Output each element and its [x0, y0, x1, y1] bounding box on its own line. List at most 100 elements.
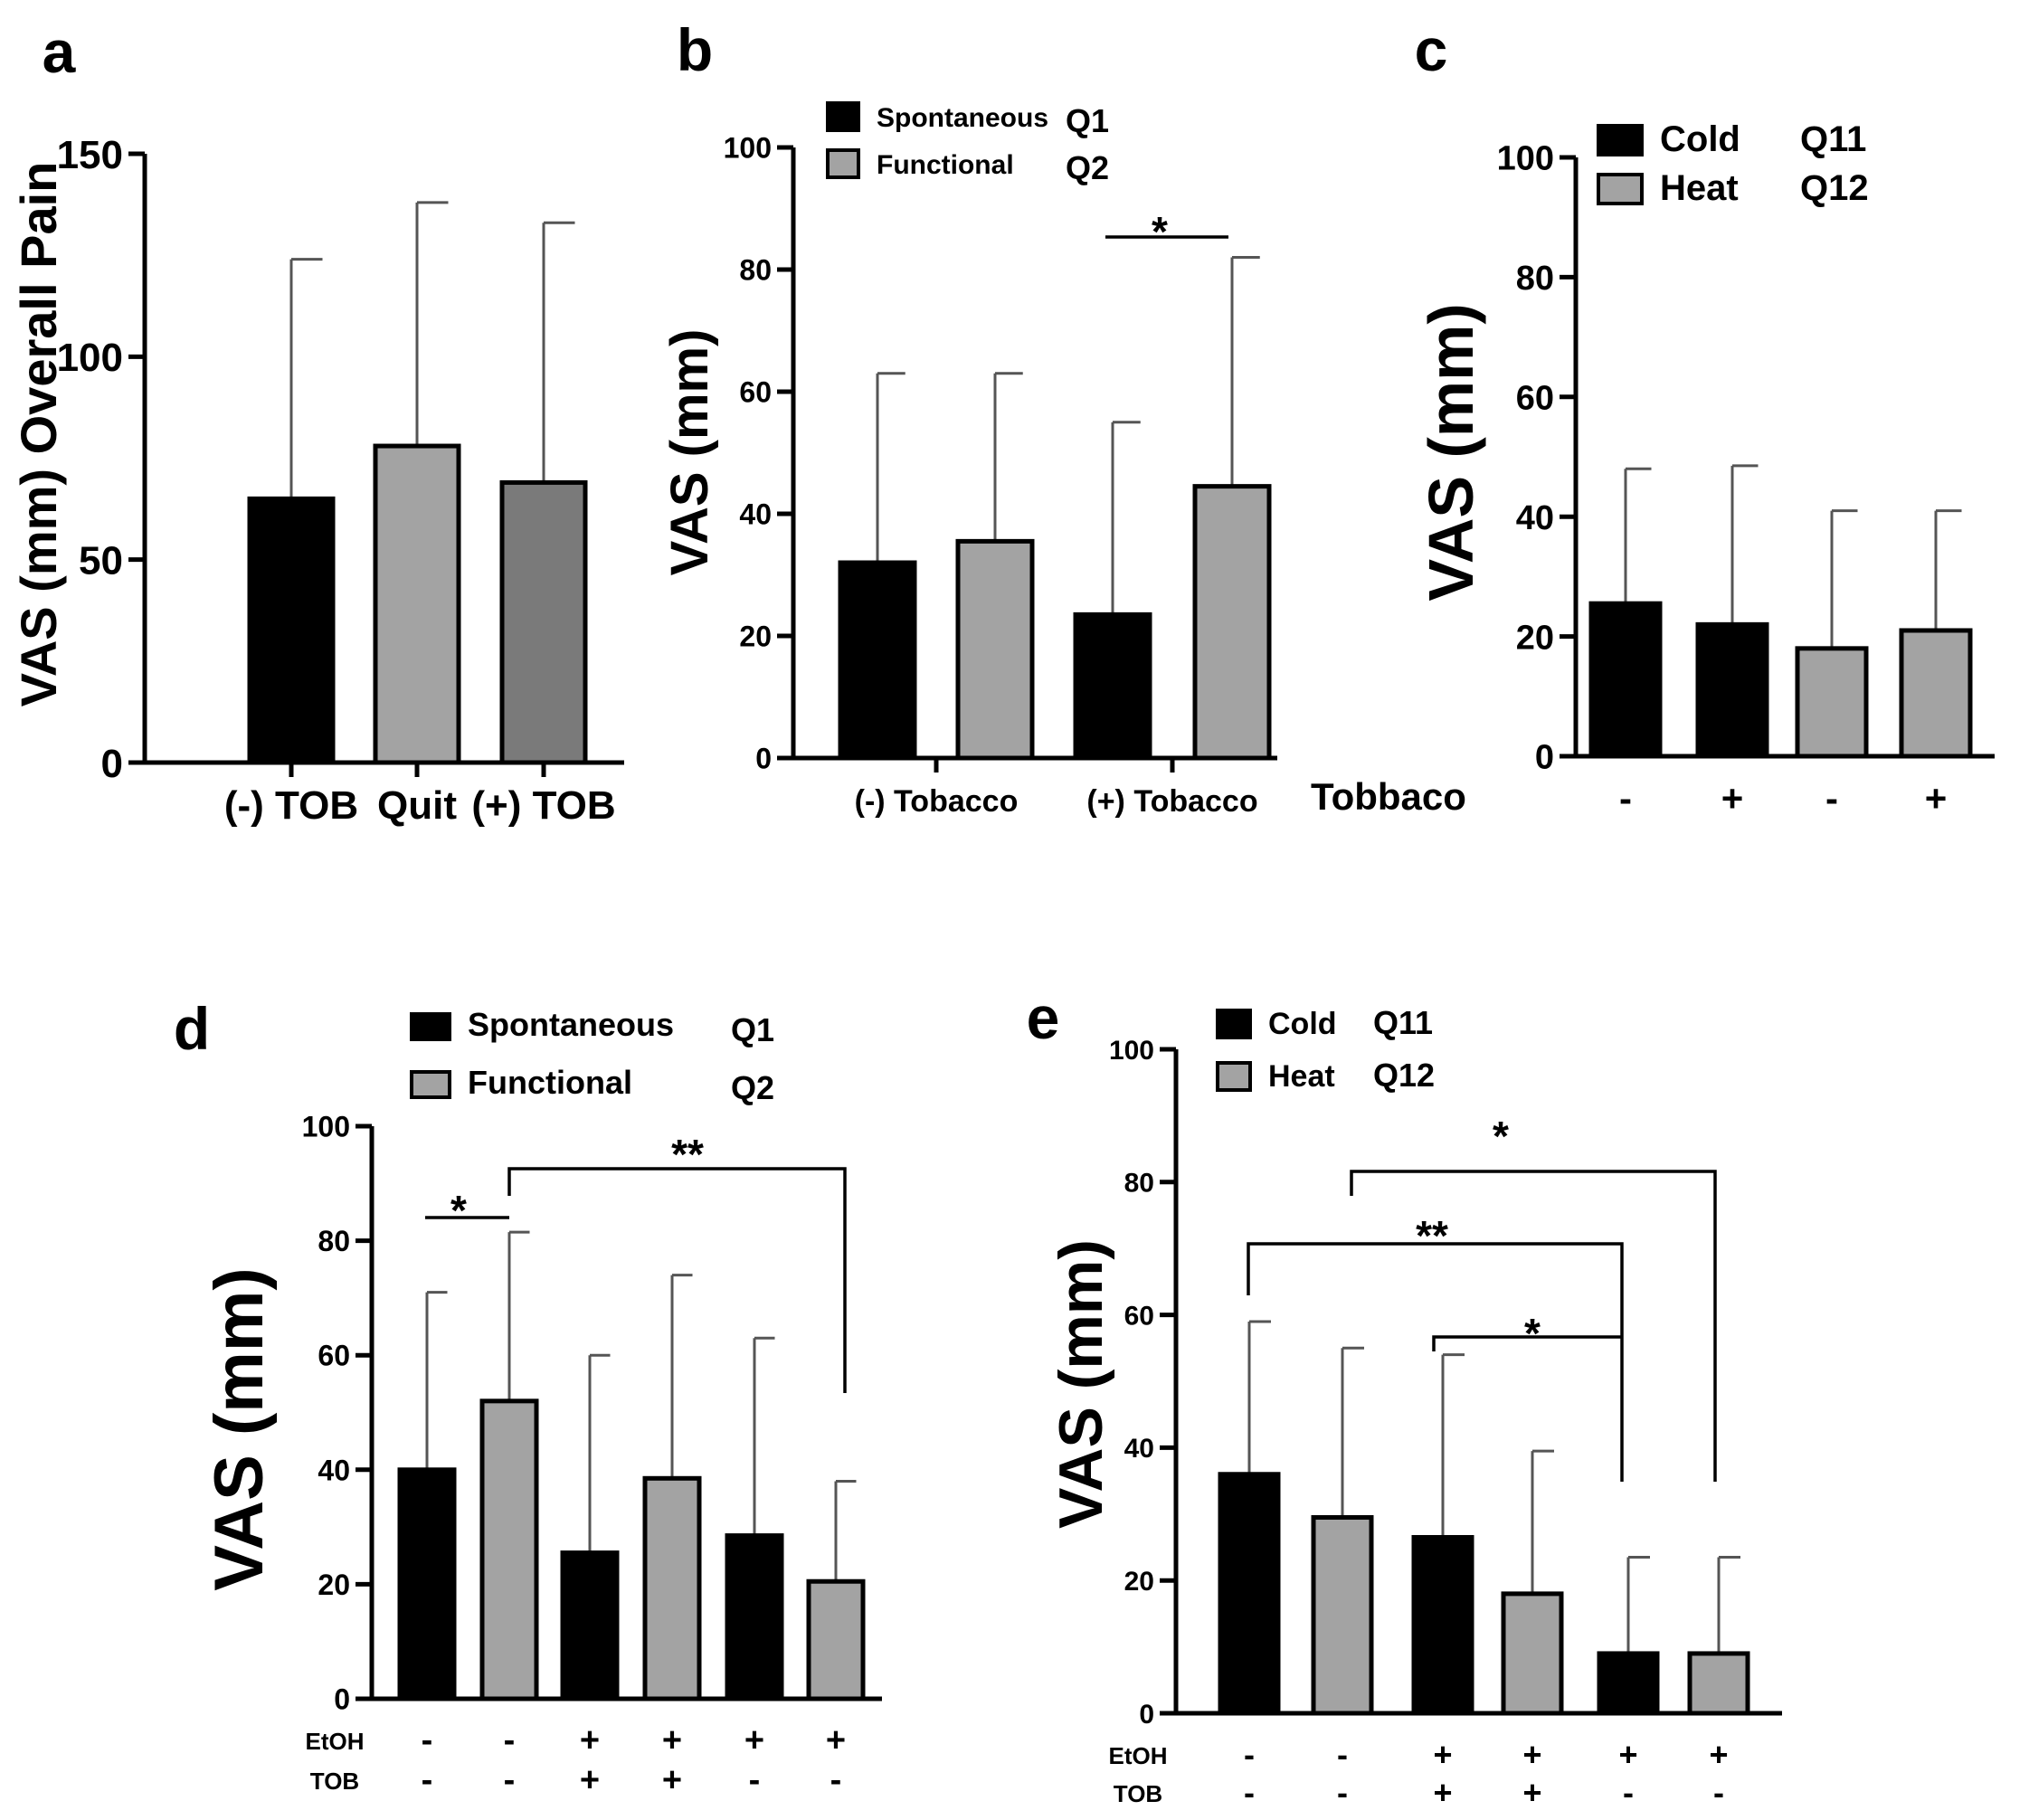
panel-label-c: c [1415, 16, 1448, 83]
y-tick-label-c: 20 [1516, 619, 1554, 657]
row-value-e: + [1522, 1736, 1541, 1773]
bar-a-2 [373, 443, 461, 765]
panel-label-b: b [677, 16, 713, 83]
row-label-c: Tobbaco [1311, 775, 1466, 818]
legend-label-b: Spontaneous [877, 103, 1048, 133]
significance-star-d: * [450, 1187, 467, 1234]
y-tick-label-d: 100 [302, 1111, 350, 1143]
row-label-d: TOB [310, 1768, 359, 1795]
y-axis-title-d: VAS (mm) [201, 1267, 278, 1591]
panel-c: c VAS (mm) 0 20 40 60 80 100 Tobbaco - + - + Cold Q11 H… [1311, 16, 1995, 820]
legend-swatch-d [410, 1070, 451, 1099]
category-label-a: (+) TOB [471, 783, 615, 828]
legend-q-e: Q11 [1373, 1004, 1433, 1041]
row-value-e: + [1433, 1774, 1452, 1811]
y-tick-label-b: 60 [739, 376, 772, 409]
bar-a-1 [247, 496, 336, 765]
legend-swatch-b [826, 101, 860, 132]
row-value-d: + [826, 1721, 846, 1759]
row-value-e: - [1244, 1774, 1255, 1811]
bar-e-6 [1687, 1651, 1750, 1716]
panel-b: b VAS (mm) 0 20 40 60 80 100 (-) Tobacco (+) Toba… [660, 16, 1277, 819]
y-axis-title-c: VAS (mm) [1416, 303, 1486, 601]
legend-label-e: Cold [1268, 1007, 1337, 1041]
y-tick-label-e: 40 [1124, 1434, 1154, 1464]
panel-a: a VAS (mm) Overall Pain 0 50 100 150 (-) TOB Qu… [10, 18, 624, 828]
y-tick-label-e: 80 [1124, 1169, 1154, 1199]
row-value-e: + [1522, 1774, 1541, 1811]
significance-bracket-e [1247, 1242, 1624, 1482]
row-value-c: + [1925, 777, 1948, 820]
y-tick-label-c: 100 [1497, 140, 1554, 178]
y-tick-label-e: 0 [1139, 1700, 1154, 1730]
legend-q-b: Q2 [1066, 149, 1109, 186]
y-tick-label-b: 20 [739, 621, 772, 653]
row-value-e: - [1713, 1774, 1724, 1811]
row-label-e: EtOH [1109, 1742, 1168, 1769]
y-tick-label-c: 0 [1535, 739, 1554, 777]
bar-d-3 [560, 1550, 620, 1702]
legend-q-c: Q12 [1800, 168, 1869, 208]
bar-c-2 [1695, 621, 1769, 759]
bar-e-4 [1501, 1591, 1564, 1716]
y-axis-title-a: VAS (mm) Overall Pain [10, 162, 67, 707]
bar-e-1 [1218, 1472, 1281, 1716]
row-value-d: + [580, 1761, 600, 1799]
legend-q-e: Q12 [1373, 1057, 1435, 1094]
legend-swatch-c [1597, 124, 1644, 156]
legend-swatch-e [1216, 1061, 1252, 1092]
legend-q-d: Q2 [731, 1069, 774, 1106]
y-tick-label-a: 0 [101, 742, 123, 786]
y-tick-label-d: 60 [318, 1340, 350, 1372]
bar-e-3 [1411, 1534, 1474, 1716]
legend-label-b: Functional [877, 150, 1014, 180]
row-value-e: - [1337, 1736, 1348, 1773]
legend-swatch-e [1216, 1009, 1252, 1039]
y-axis-title-b: VAS (mm) [660, 329, 719, 576]
bar-e-2 [1311, 1514, 1374, 1716]
row-value-e: - [1623, 1774, 1634, 1811]
y-tick-label-e: 20 [1124, 1567, 1154, 1597]
legend-label-d: Functional [468, 1064, 632, 1101]
bar-d-1 [397, 1467, 457, 1702]
bar-d-2 [479, 1398, 539, 1702]
y-tick-label-b: 40 [739, 498, 772, 531]
row-value-d: + [580, 1721, 600, 1759]
legend-label-d: Spontaneous [468, 1006, 674, 1043]
row-value-d: - [749, 1761, 761, 1799]
bar-b-3 [1073, 611, 1152, 761]
bar-d-6 [806, 1578, 866, 1702]
significance-star-e: * [1524, 1310, 1541, 1357]
category-label-a: Quit [377, 783, 457, 828]
y-tick-label-d: 40 [318, 1454, 350, 1486]
row-value-d: - [830, 1761, 842, 1799]
bar-c-3 [1795, 646, 1869, 759]
row-value-e: - [1337, 1774, 1348, 1811]
row-value-e: + [1618, 1736, 1637, 1773]
y-tick-label-d: 0 [334, 1683, 350, 1716]
significance-star-b: * [1152, 208, 1168, 255]
bar-a-3 [499, 479, 588, 765]
significance-star-e: * [1493, 1113, 1509, 1160]
y-tick-label-d: 80 [318, 1225, 350, 1257]
row-label-e: TOB [1114, 1780, 1162, 1807]
significance-bracket-e [1350, 1170, 1717, 1482]
legend-q-b: Q1 [1066, 102, 1109, 139]
bar-c-4 [1899, 628, 1973, 759]
legend-label-e: Heat [1268, 1059, 1335, 1094]
panel-label-d: d [174, 995, 210, 1062]
significance-star-e: ** [1416, 1212, 1448, 1259]
category-label-a: (-) TOB [224, 783, 358, 828]
panel-label-a: a [43, 18, 77, 85]
row-value-d: + [744, 1721, 764, 1759]
legend-swatch-b [826, 148, 860, 179]
bar-b-1 [838, 560, 917, 761]
y-tick-label-b: 0 [755, 743, 772, 775]
row-value-d: - [422, 1721, 433, 1759]
y-tick-label-a: 150 [57, 133, 123, 177]
row-label-d: EtOH [306, 1728, 365, 1755]
y-tick-label-e: 100 [1109, 1036, 1154, 1066]
